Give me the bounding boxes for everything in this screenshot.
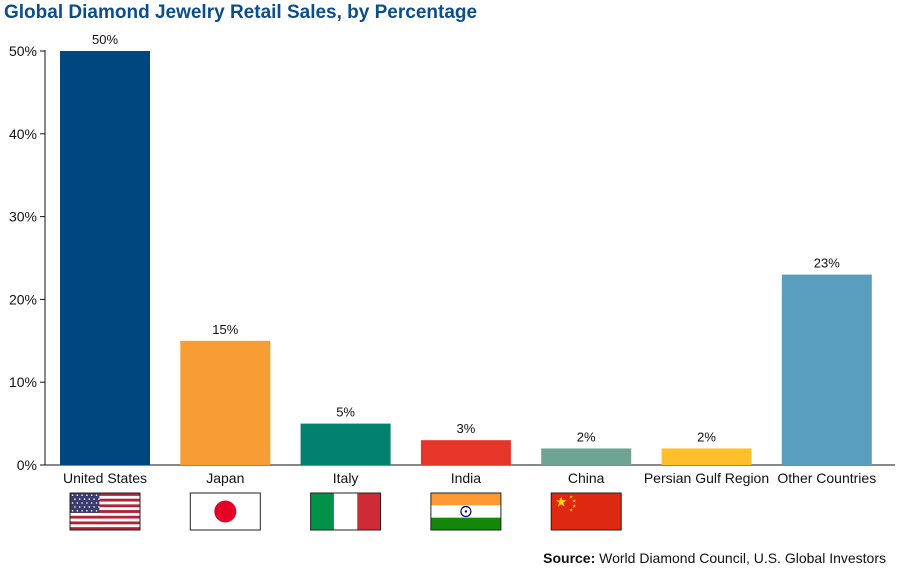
- x-tick-label: Other Countries: [777, 470, 876, 486]
- bar: [420, 440, 511, 465]
- bar: [781, 274, 872, 465]
- flags: [69, 492, 622, 531]
- source-note: Source: World Diamond Council, U.S. Glob…: [543, 550, 886, 566]
- y-tick-label: 20%: [9, 291, 37, 307]
- y-tick-label: 10%: [9, 374, 37, 390]
- x-tick-label: Japan: [206, 470, 244, 486]
- x-tick-label: Italy: [333, 470, 359, 486]
- data-label: 2%: [697, 429, 716, 444]
- y-tick-label: 0%: [17, 457, 37, 473]
- bar: [541, 448, 632, 465]
- data-label: 3%: [457, 421, 476, 436]
- bar: [60, 51, 150, 465]
- bars: 50% United States 15% Japan 5% Italy 3% India 2%…: [60, 32, 876, 486]
- y-tick-label: 30%: [9, 209, 37, 225]
- bar: [300, 423, 391, 465]
- japan-flag-icon: [189, 492, 261, 531]
- source-text: World Diamond Council, U.S. Global Inves…: [595, 550, 886, 566]
- chart-title: Global Diamond Jewelry Retail Sales, by …: [4, 2, 478, 23]
- data-label: 2%: [577, 429, 596, 444]
- italy-flag-icon: [310, 492, 382, 531]
- bar: [661, 448, 752, 465]
- us-flag-icon: [69, 492, 141, 531]
- x-tick-label: India: [451, 470, 482, 486]
- x-tick-label: Persian Gulf Region: [644, 470, 769, 486]
- china-flag-icon: [550, 492, 622, 531]
- data-label: 5%: [336, 405, 355, 420]
- data-label: 50%: [92, 32, 118, 47]
- x-tick-label: China: [568, 470, 605, 486]
- data-label: 23%: [814, 256, 840, 271]
- y-tick-label: 40%: [9, 126, 37, 142]
- bar: [180, 340, 271, 465]
- data-label: 15%: [212, 322, 238, 337]
- x-tick-label: United States: [63, 470, 147, 486]
- source-label: Source:: [543, 550, 596, 566]
- india-flag-icon: [430, 492, 502, 531]
- y-tick-label: 50%: [9, 43, 37, 59]
